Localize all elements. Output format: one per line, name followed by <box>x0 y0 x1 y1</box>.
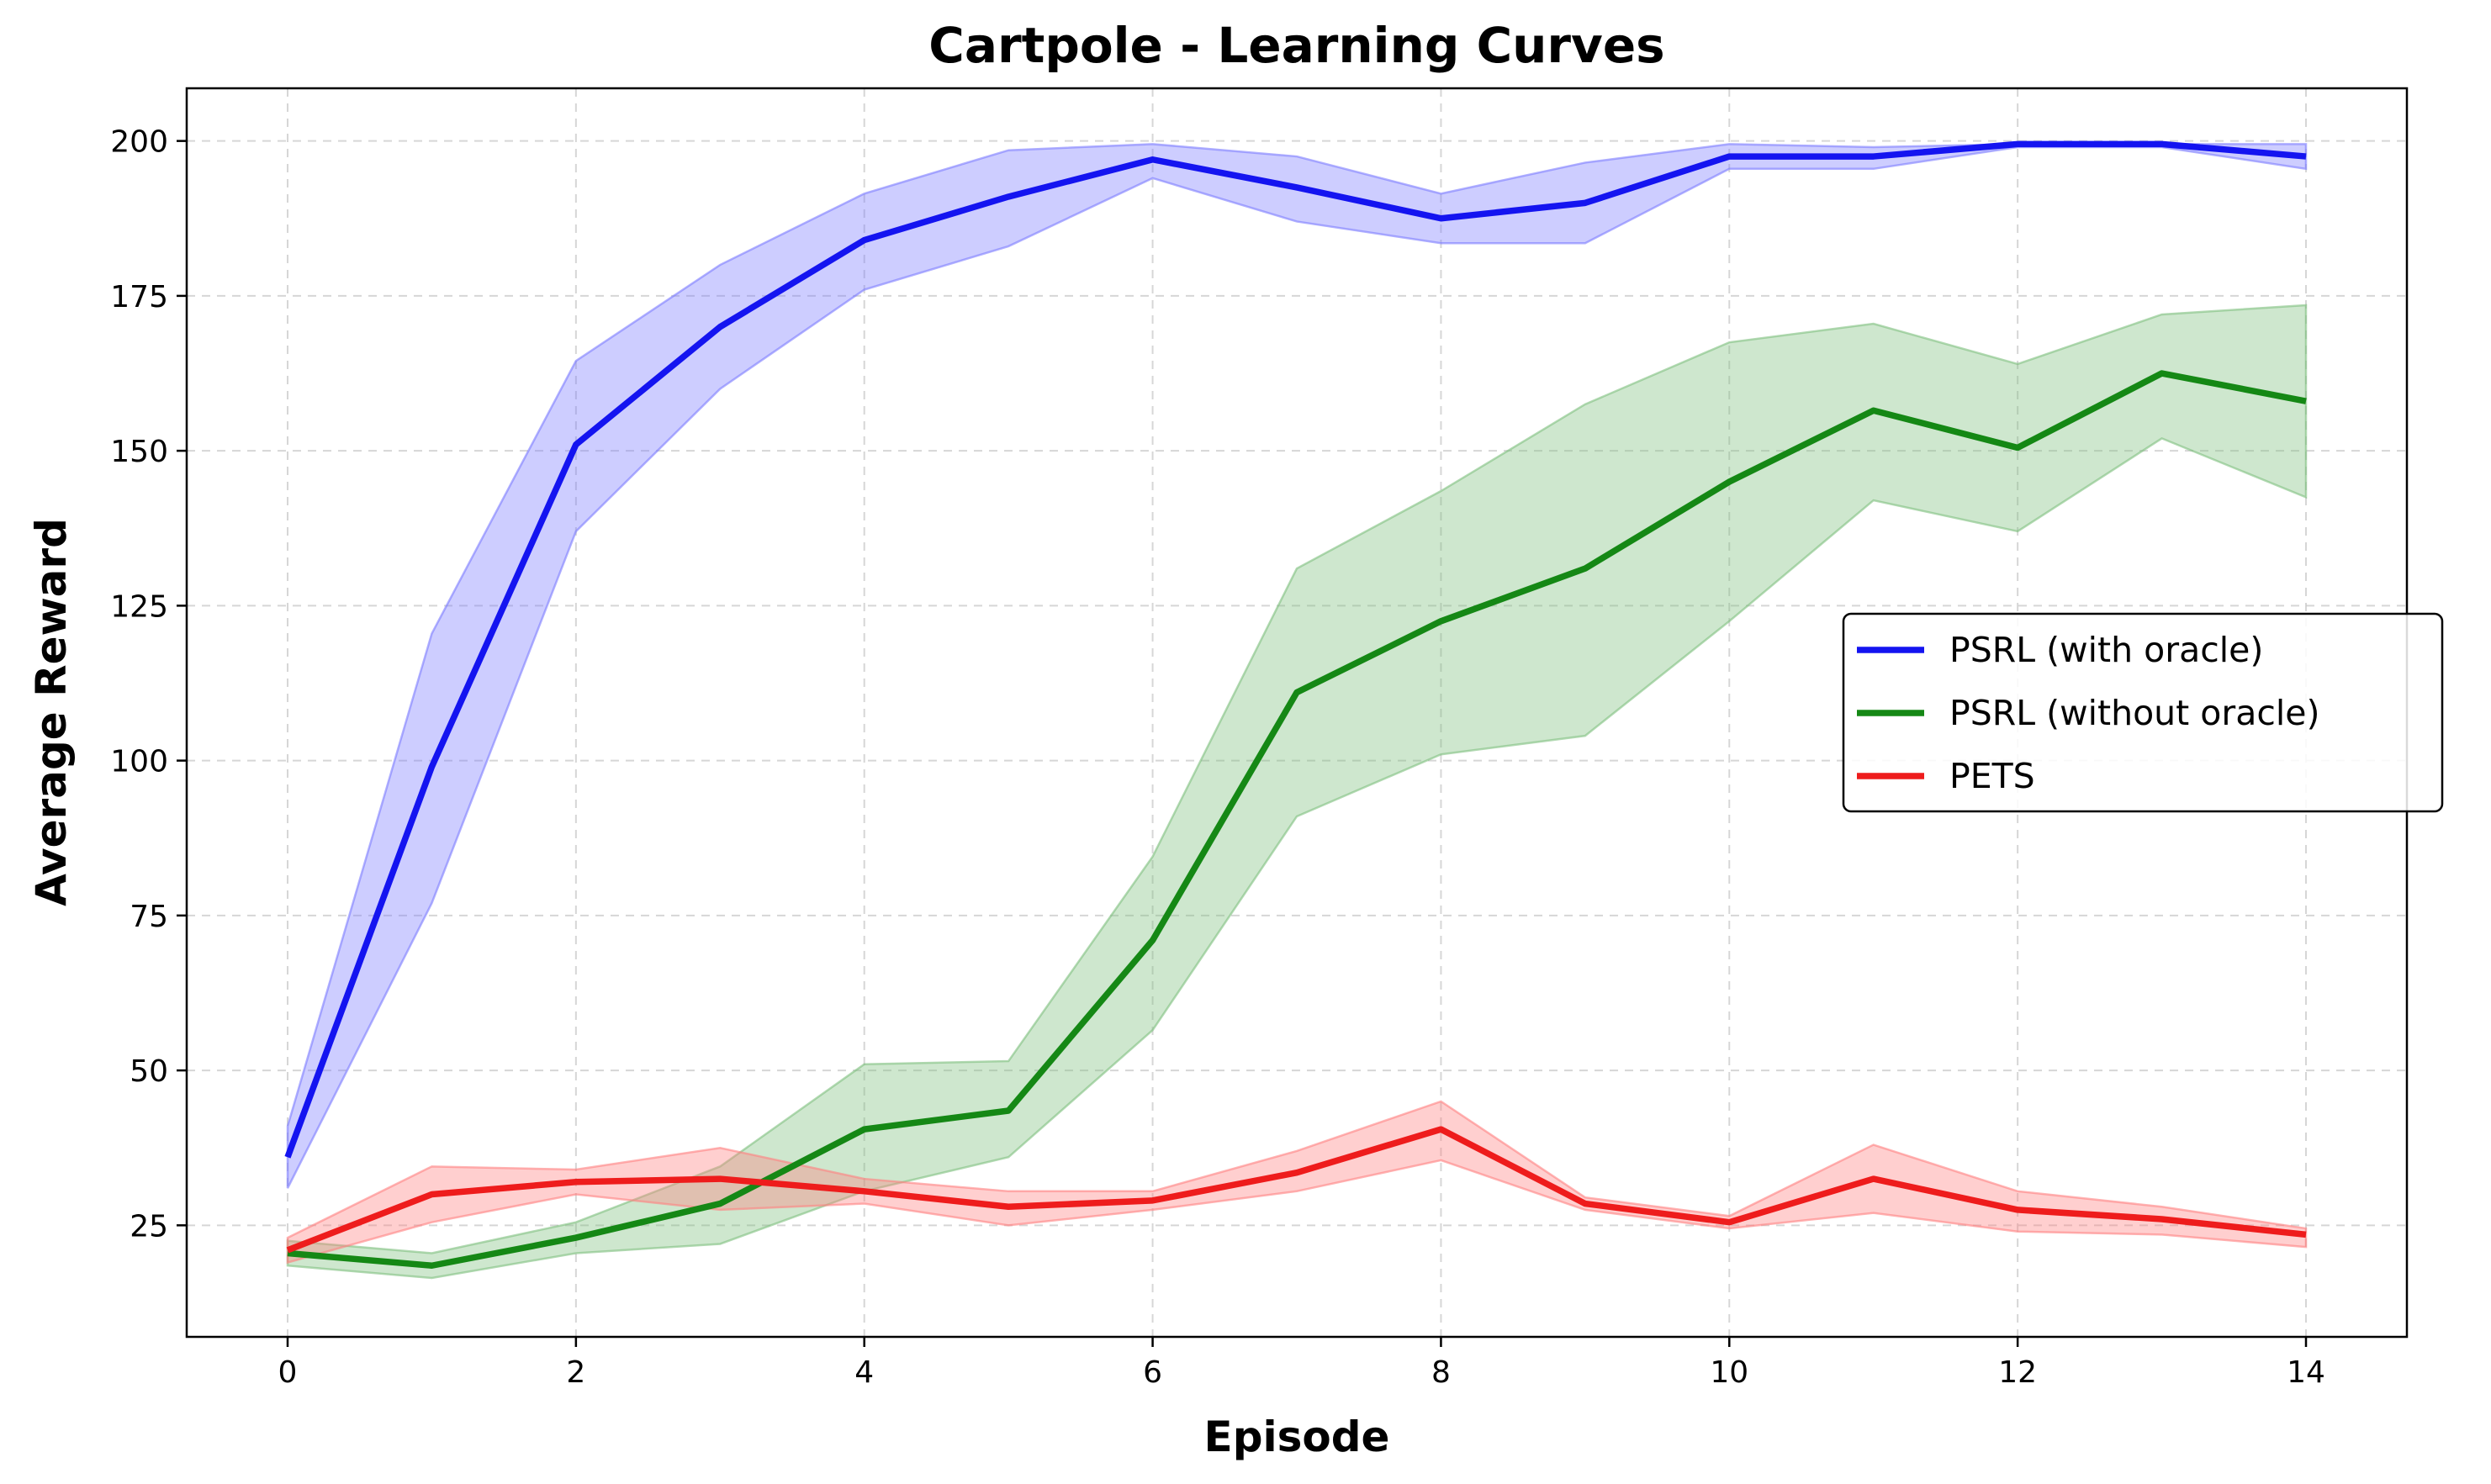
y-tick-label: 175 <box>110 280 168 314</box>
x-tick-label: 4 <box>854 1355 874 1390</box>
legend: PSRL (with oracle) PSRL (without oracle) P… <box>1842 612 2444 813</box>
y-tick-label: 150 <box>110 435 168 469</box>
y-tick-label: 25 <box>130 1209 168 1244</box>
chart-title: Cartpole - Learning Curves <box>928 17 1664 74</box>
x-axis-label: Episode <box>1204 1413 1390 1461</box>
x-tick-label: 12 <box>1998 1355 2037 1390</box>
y-tick-label: 50 <box>130 1054 168 1089</box>
series-line-1 <box>287 370 2307 1269</box>
y-axis: 25 50 75 100 125 150 175 200 <box>110 125 187 1244</box>
series-line-0 <box>284 140 2307 1159</box>
y-tick-label: 100 <box>110 745 168 779</box>
y-tick-label: 75 <box>130 900 168 934</box>
series-line-2 <box>286 1126 2307 1254</box>
series-lines <box>284 140 2307 1269</box>
series-band-0 <box>286 143 2308 1189</box>
series-band-2 <box>286 1100 2308 1265</box>
legend-box <box>1842 612 2444 813</box>
x-tick-label: 0 <box>278 1355 298 1390</box>
legend-label-1: PSRL (without oracle) <box>1949 693 2320 733</box>
x-tick-label: 10 <box>1710 1355 1748 1390</box>
x-tick-label: 6 <box>1143 1355 1162 1390</box>
x-axis: 0 2 4 6 8 10 12 14 <box>278 1337 2325 1390</box>
legend-label-0: PSRL (with oracle) <box>1949 630 2263 670</box>
y-tick-label: 200 <box>110 125 168 160</box>
y-tick-label: 125 <box>110 589 168 624</box>
x-tick-label: 2 <box>566 1355 585 1390</box>
legend-label-2: PETS <box>1949 756 2035 796</box>
y-axis-label: Average Reward <box>27 518 76 906</box>
x-tick-label: 14 <box>2287 1355 2325 1390</box>
x-tick-label: 8 <box>1431 1355 1451 1390</box>
